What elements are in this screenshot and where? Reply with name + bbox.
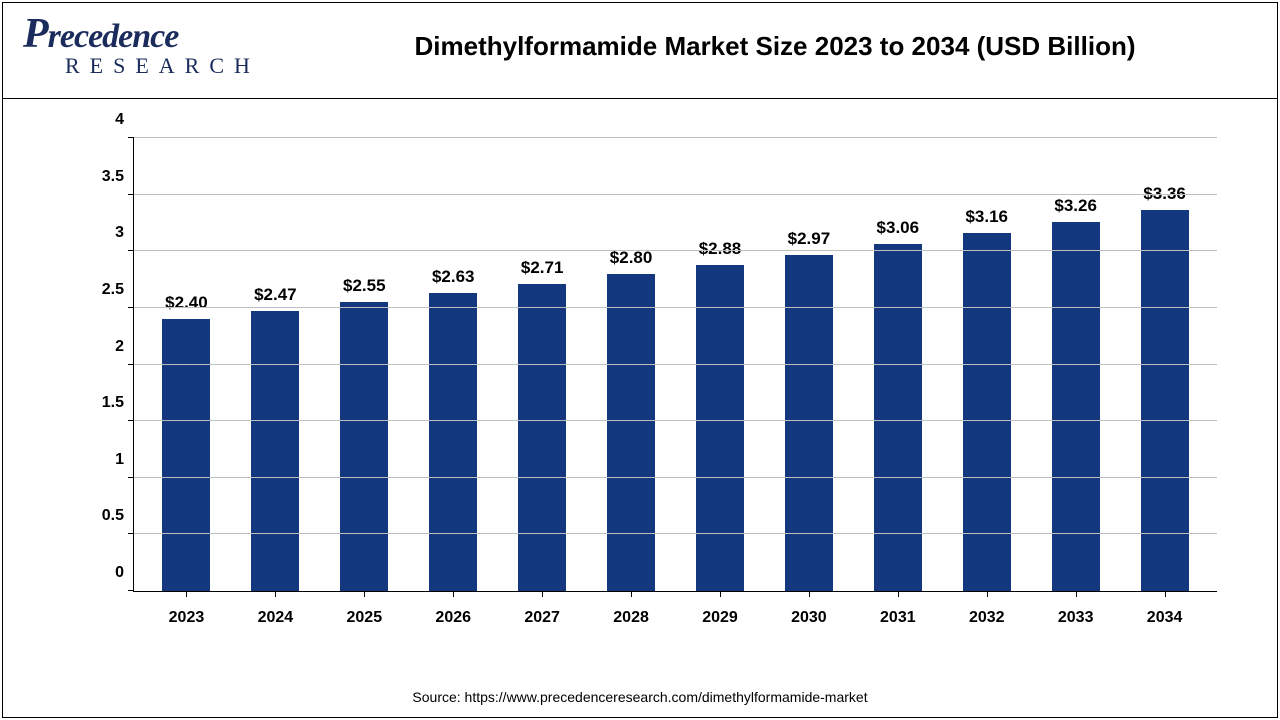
bar-slot: $3.362034	[1120, 138, 1209, 591]
source-text: Source: https://www.precedenceresearch.c…	[3, 689, 1277, 705]
bar-value-label: $2.63	[432, 267, 475, 287]
bar	[785, 255, 833, 591]
ytick-mark	[128, 194, 134, 195]
xtick-label: 2027	[524, 609, 560, 627]
ytick-mark	[128, 137, 134, 138]
bar-value-label: $3.16	[965, 207, 1008, 227]
ytick-mark	[128, 477, 134, 478]
bar-value-label: $3.26	[1054, 196, 1097, 216]
chart-title: Dimethylformamide Market Size 2023 to 20…	[303, 31, 1247, 62]
bar-slot: $3.062031	[853, 138, 942, 591]
bar-value-label: $2.97	[788, 229, 831, 249]
bar-value-label: $2.55	[343, 276, 386, 296]
ytick-label: 0.5	[102, 507, 124, 525]
ytick-label: 4	[115, 111, 124, 129]
ytick-label: 1.5	[102, 394, 124, 412]
xtick-label: 2024	[258, 609, 294, 627]
xtick-mark	[809, 591, 810, 597]
bar	[607, 274, 655, 591]
xtick-mark	[186, 591, 187, 597]
gridline	[134, 137, 1217, 138]
gridline	[134, 194, 1217, 195]
bar	[1052, 222, 1100, 591]
ytick-mark	[128, 307, 134, 308]
logo-top-text: Precedence	[23, 13, 283, 55]
bar-value-label: $2.40	[165, 293, 208, 313]
ytick-mark	[128, 420, 134, 421]
bar	[162, 319, 210, 591]
ytick-mark	[128, 364, 134, 365]
gridline	[134, 533, 1217, 534]
bar-value-label: $2.71	[521, 258, 564, 278]
xtick-mark	[898, 591, 899, 597]
bar-slot: $2.882029	[676, 138, 765, 591]
bar-slot: $2.972030	[764, 138, 853, 591]
xtick-mark	[987, 591, 988, 597]
bar	[251, 311, 299, 591]
xtick-label: 2023	[169, 609, 205, 627]
ytick-mark	[128, 590, 134, 591]
logo-bottom-text: RESEARCH	[65, 53, 283, 79]
bar	[874, 244, 922, 591]
xtick-mark	[1076, 591, 1077, 597]
xtick-mark	[364, 591, 365, 597]
bar	[696, 265, 744, 591]
header-area: Precedence RESEARCH Dimethylformamide Ma…	[3, 3, 1277, 99]
xtick-mark	[275, 591, 276, 597]
bar	[518, 284, 566, 591]
xtick-label: 2028	[613, 609, 649, 627]
bars-row: $2.402023$2.472024$2.552025$2.632026$2.7…	[134, 138, 1217, 591]
gridline	[134, 364, 1217, 365]
ytick-label: 0	[115, 564, 124, 582]
chart-container: $2.402023$2.472024$2.552025$2.632026$2.7…	[73, 118, 1227, 647]
bar	[963, 233, 1011, 591]
bar-value-label: $3.06	[877, 218, 920, 238]
bar-slot: $2.632026	[409, 138, 498, 591]
ytick-label: 3.5	[102, 168, 124, 186]
xtick-mark	[631, 591, 632, 597]
xtick-mark	[720, 591, 721, 597]
ytick-label: 3	[115, 224, 124, 242]
xtick-label: 2033	[1058, 609, 1094, 627]
logo-top-rest: recedence	[48, 18, 179, 55]
xtick-label: 2032	[969, 609, 1005, 627]
plot-area: $2.402023$2.472024$2.552025$2.632026$2.7…	[133, 138, 1217, 592]
ytick-mark	[128, 533, 134, 534]
bar-slot: $2.472024	[231, 138, 320, 591]
xtick-label: 2034	[1147, 609, 1183, 627]
bar-slot: $2.802028	[587, 138, 676, 591]
xtick-mark	[542, 591, 543, 597]
bar-slot: $2.552025	[320, 138, 409, 591]
xtick-label: 2031	[880, 609, 916, 627]
ytick-label: 2.5	[102, 281, 124, 299]
brand-logo: Precedence RESEARCH	[23, 13, 283, 83]
bar	[429, 293, 477, 591]
ytick-label: 1	[115, 451, 124, 469]
gridline	[134, 250, 1217, 251]
xtick-label: 2030	[791, 609, 827, 627]
xtick-label: 2029	[702, 609, 738, 627]
ytick-label: 2	[115, 338, 124, 356]
xtick-mark	[1165, 591, 1166, 597]
gridline	[134, 307, 1217, 308]
xtick-label: 2026	[435, 609, 471, 627]
gridline	[134, 477, 1217, 478]
bar-value-label: $2.88	[699, 239, 742, 259]
ytick-mark	[128, 250, 134, 251]
bar-slot: $3.262033	[1031, 138, 1120, 591]
bar-slot: $2.712027	[498, 138, 587, 591]
bar-slot: $2.402023	[142, 138, 231, 591]
xtick-mark	[453, 591, 454, 597]
xtick-label: 2025	[347, 609, 383, 627]
bar-value-label: $2.47	[254, 285, 297, 305]
outer-border: Precedence RESEARCH Dimethylformamide Ma…	[2, 2, 1278, 718]
gridline	[134, 420, 1217, 421]
bar	[340, 302, 388, 591]
bar-slot: $3.162032	[942, 138, 1031, 591]
